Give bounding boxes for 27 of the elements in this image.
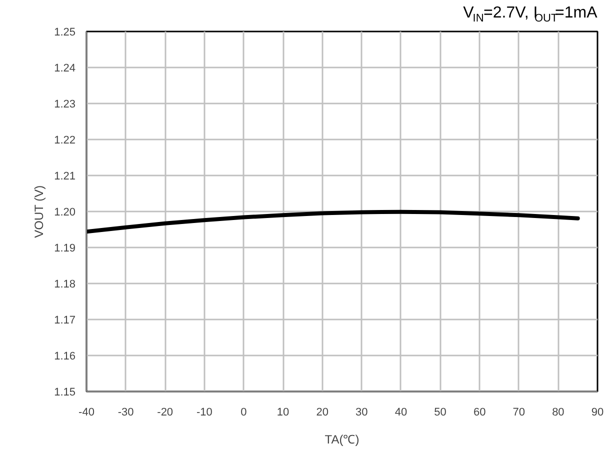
x-axis-title: TA(℃) bbox=[324, 432, 360, 446]
x-tick-label: 60 bbox=[473, 406, 486, 418]
x-tick-label: 20 bbox=[316, 406, 328, 418]
y-tick-label: 1.23 bbox=[54, 98, 76, 110]
y-tick-label: 1.25 bbox=[54, 26, 76, 38]
y-tick-label: 1.16 bbox=[54, 350, 76, 362]
x-tick-label: 40 bbox=[394, 406, 408, 418]
y-tick-label: 1.15 bbox=[54, 386, 76, 398]
x-tick-label: 10 bbox=[276, 406, 290, 418]
x-tick-label: -30 bbox=[118, 406, 134, 418]
x-tick-label: 30 bbox=[356, 406, 368, 418]
x-tick-label: 50 bbox=[434, 406, 446, 418]
x-tick-label: -40 bbox=[78, 406, 94, 418]
x-tick-label: 70 bbox=[512, 406, 526, 418]
x-tick-label: -10 bbox=[196, 406, 212, 418]
y-tick-label: 1.19 bbox=[54, 242, 76, 254]
y-tick-label: 1.17 bbox=[54, 314, 76, 326]
y-axis-title: VOUT (V) bbox=[32, 185, 46, 238]
y-tick-label: 1.24 bbox=[54, 62, 76, 74]
y-tick-label: 1.22 bbox=[54, 134, 76, 146]
y-tick-label: 1.21 bbox=[54, 170, 76, 182]
x-tick-label: 90 bbox=[591, 406, 604, 418]
y-tick-label: 1.20 bbox=[54, 206, 76, 218]
x-tick-label: -20 bbox=[157, 406, 174, 418]
x-tick-label: 80 bbox=[552, 406, 564, 418]
y-tick-label: 1.18 bbox=[54, 278, 76, 290]
x-tick-label: 0 bbox=[240, 406, 247, 418]
